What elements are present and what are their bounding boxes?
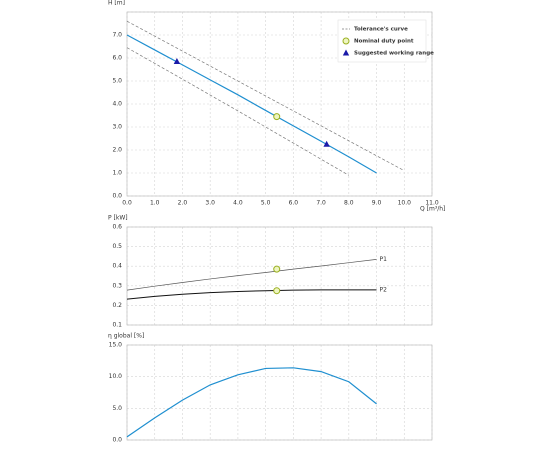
x-tick-label: 0.0	[122, 200, 132, 207]
y-tick-label: 0.0	[112, 437, 122, 444]
curve	[126, 367, 377, 438]
x-tick-label: 8.0	[344, 200, 354, 207]
legend-label: Tolerance's curve	[354, 27, 408, 33]
x-tick-label: 3.0	[205, 200, 215, 207]
x-axis-label: Q [m³/h]	[420, 206, 445, 213]
y-tick-label: 3.0	[112, 124, 122, 131]
y-axis-label: H [m]	[108, 0, 125, 7]
curve	[126, 20, 405, 172]
y-tick-label: 0.2	[112, 302, 122, 309]
plot-area	[127, 227, 432, 325]
duty-point	[273, 113, 281, 121]
duty-point	[273, 287, 281, 295]
y-tick-label: 0.5	[112, 243, 122, 250]
curve	[126, 289, 377, 300]
series-label: P2	[380, 286, 388, 293]
curve	[126, 258, 377, 291]
x-tick-label: 5.0	[261, 200, 271, 207]
plot-frame	[126, 11, 433, 197]
plot-area	[127, 345, 432, 440]
y-tick-label: 4.0	[112, 101, 122, 108]
working-range-point	[323, 140, 330, 147]
duty-point	[273, 265, 281, 273]
x-tick-label: 1.0	[150, 200, 160, 207]
y-tick-label: 0.0	[112, 193, 122, 200]
series-label: P1	[380, 256, 388, 263]
y-axis-label: η global [%]	[108, 333, 144, 340]
y-tick-label: 7.0	[112, 32, 122, 39]
legend-symbol	[342, 37, 350, 45]
y-tick-label: 0.1	[112, 322, 122, 329]
legend-symbol	[342, 49, 350, 56]
y-tick-label: 0.4	[112, 263, 122, 270]
y-axis-label: P [kW]	[108, 215, 128, 222]
working-range-point	[173, 57, 181, 64]
curve	[126, 47, 349, 176]
x-tick-label: 10.0	[398, 200, 412, 207]
y-tick-label: 15.0	[109, 342, 123, 349]
x-tick-label: 11.0	[425, 200, 439, 207]
x-tick-label: 2.0	[178, 200, 188, 207]
plot-frame	[126, 344, 433, 441]
y-tick-label: 2.0	[112, 147, 122, 154]
y-tick-label: 5.0	[112, 405, 122, 412]
curve	[126, 34, 377, 174]
y-tick-label: 0.3	[112, 282, 122, 289]
legend-box	[337, 19, 427, 63]
x-tick-label: 9.0	[372, 200, 382, 207]
y-tick-label: 1.0	[112, 170, 122, 177]
plot-frame	[126, 226, 433, 326]
y-tick-label: 0.6	[112, 224, 122, 231]
y-tick-label: 10.0	[109, 373, 123, 380]
x-tick-label: 6.0	[289, 200, 299, 207]
x-tick-label: 4.0	[233, 200, 243, 207]
legend-label: Suggested working range	[354, 51, 434, 57]
y-tick-label: 6.0	[112, 55, 122, 62]
x-tick-label: 7.0	[316, 200, 326, 207]
legend-label: Nominal duty point	[354, 39, 414, 45]
y-tick-label: 5.0	[112, 78, 122, 85]
